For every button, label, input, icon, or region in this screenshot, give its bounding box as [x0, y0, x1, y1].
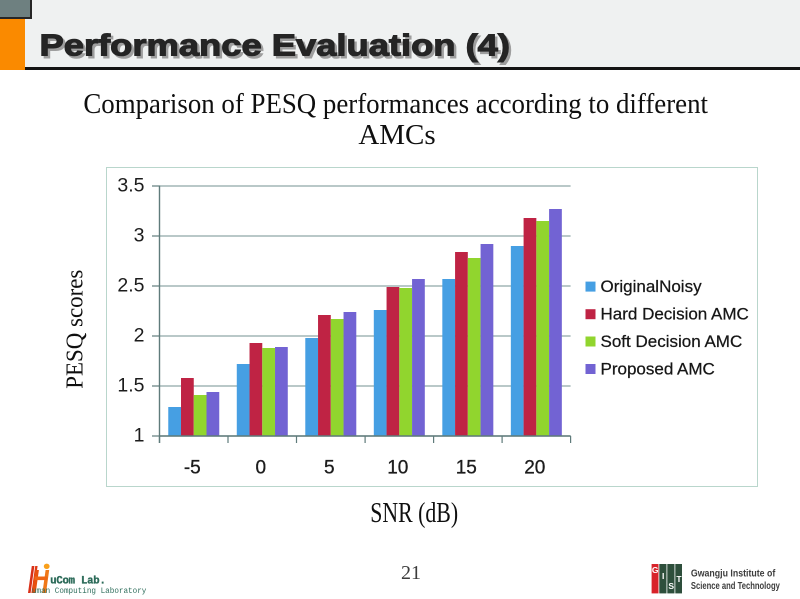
svg-text:AMCs: AMCs [358, 119, 435, 150]
svg-text:T: T [676, 574, 682, 584]
svg-text:0: 0 [256, 458, 267, 479]
svg-text:2: 2 [134, 324, 145, 346]
svg-text:uman Computing Laboratory: uman Computing Laboratory [32, 587, 147, 596]
svg-text:S: S [668, 581, 674, 591]
svg-text:Comparison of PESQ performance: Comparison of PESQ performances accordin… [83, 88, 708, 120]
svg-text:21: 21 [401, 562, 421, 584]
svg-text:5: 5 [324, 458, 335, 479]
svg-text:-5: -5 [184, 458, 201, 479]
svg-text:Hard Decision AMC: Hard Decision AMC [601, 305, 749, 324]
svg-text:1: 1 [134, 424, 145, 446]
svg-text:1.5: 1.5 [117, 374, 144, 396]
svg-text:2.5: 2.5 [117, 274, 144, 296]
svg-text:Gwangju Institute of: Gwangju Institute of [691, 569, 776, 580]
svg-text:OriginalNoisy: OriginalNoisy [601, 277, 703, 296]
svg-text:G: G [652, 565, 659, 575]
svg-text:3: 3 [134, 224, 145, 246]
svg-text:10: 10 [387, 458, 408, 479]
svg-text:20: 20 [524, 458, 545, 479]
svg-text:I: I [662, 571, 664, 581]
svg-text:Performance Evaluation (4): Performance Evaluation (4) [40, 28, 511, 63]
svg-text:15: 15 [456, 458, 477, 479]
svg-text:PESQ scores: PESQ scores [62, 270, 88, 389]
svg-text:SNR (dB): SNR (dB) [370, 498, 458, 529]
svg-text:Science and Technology: Science and Technology [691, 581, 780, 592]
svg-text:Performance Evaluation (4): Performance Evaluation (4) [42, 30, 513, 65]
svg-text:uCom Lab.: uCom Lab. [50, 576, 105, 588]
svg-text:Proposed AMC: Proposed AMC [601, 359, 715, 378]
svg-text:Soft Decision AMC: Soft Decision AMC [601, 332, 743, 351]
svg-text:3.5: 3.5 [117, 174, 144, 196]
